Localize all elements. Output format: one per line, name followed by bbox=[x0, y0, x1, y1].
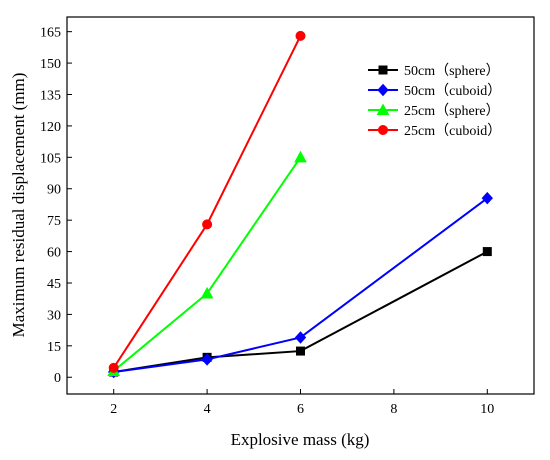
series-2 bbox=[107, 150, 307, 376]
y-axis-title: Maximum residual displacement (mm) bbox=[9, 73, 28, 338]
y-tick-label: 15 bbox=[47, 340, 61, 355]
x-axis-title: Explosive mass (kg) bbox=[231, 430, 370, 449]
legend: 50cm（sphere） 50cm（cuboid） 25cm（sphere） 25cm… bbox=[368, 63, 501, 139]
data-point bbox=[482, 247, 492, 257]
y-tick-label: 105 bbox=[40, 151, 61, 166]
y-tick-label: 45 bbox=[47, 277, 61, 292]
legend-marker bbox=[378, 65, 388, 75]
series-line bbox=[113, 250, 488, 373]
series-line bbox=[113, 197, 488, 373]
data-point bbox=[294, 150, 307, 163]
x-tick-label: 8 bbox=[390, 402, 397, 417]
series-3 bbox=[108, 30, 306, 373]
legend-item: 50cm（sphere） bbox=[368, 63, 500, 79]
series-layer bbox=[107, 30, 493, 379]
legend-label: 25cm（cuboid） bbox=[404, 123, 501, 139]
y-tick-label: 135 bbox=[40, 88, 61, 103]
y-tick-label: 75 bbox=[47, 214, 61, 229]
series-0 bbox=[109, 247, 492, 377]
x-tick-label: 2 bbox=[110, 402, 117, 417]
y-tick-label: 0 bbox=[54, 371, 61, 386]
legend-item: 50cm（cuboid） bbox=[368, 83, 501, 99]
legend-label: 50cm（sphere） bbox=[404, 63, 500, 79]
legend-marker bbox=[376, 103, 390, 115]
series-line bbox=[113, 156, 302, 372]
axis-ticks: 2 4 6 8 10 0 15 30 45 60 75 90 105 120 135 150 165 bbox=[40, 26, 494, 417]
x-tick-label: 10 bbox=[480, 402, 494, 417]
y-tick-label: 150 bbox=[40, 57, 61, 72]
data-point bbox=[108, 362, 119, 373]
y-tick-label: 30 bbox=[47, 308, 61, 323]
series-line bbox=[112, 35, 302, 369]
legend-label: 25cm（sphere） bbox=[404, 103, 500, 119]
legend-item: 25cm（cuboid） bbox=[368, 123, 501, 139]
y-tick-label: 165 bbox=[40, 26, 61, 41]
data-point bbox=[201, 353, 213, 366]
data-point bbox=[295, 30, 306, 41]
y-tick-label: 90 bbox=[47, 183, 61, 198]
x-tick-label: 4 bbox=[204, 402, 211, 417]
data-point bbox=[481, 191, 493, 205]
data-point bbox=[200, 286, 214, 299]
y-tick-label: 120 bbox=[40, 120, 61, 135]
x-tick-label: 6 bbox=[297, 402, 304, 417]
legend-label: 50cm（cuboid） bbox=[404, 83, 501, 99]
data-point bbox=[202, 219, 213, 230]
legend-item: 25cm（sphere） bbox=[368, 103, 500, 119]
y-tick-label: 60 bbox=[47, 246, 61, 261]
legend-marker bbox=[378, 125, 388, 135]
data-point bbox=[294, 331, 307, 344]
legend-marker bbox=[377, 83, 389, 97]
data-point bbox=[296, 346, 305, 356]
